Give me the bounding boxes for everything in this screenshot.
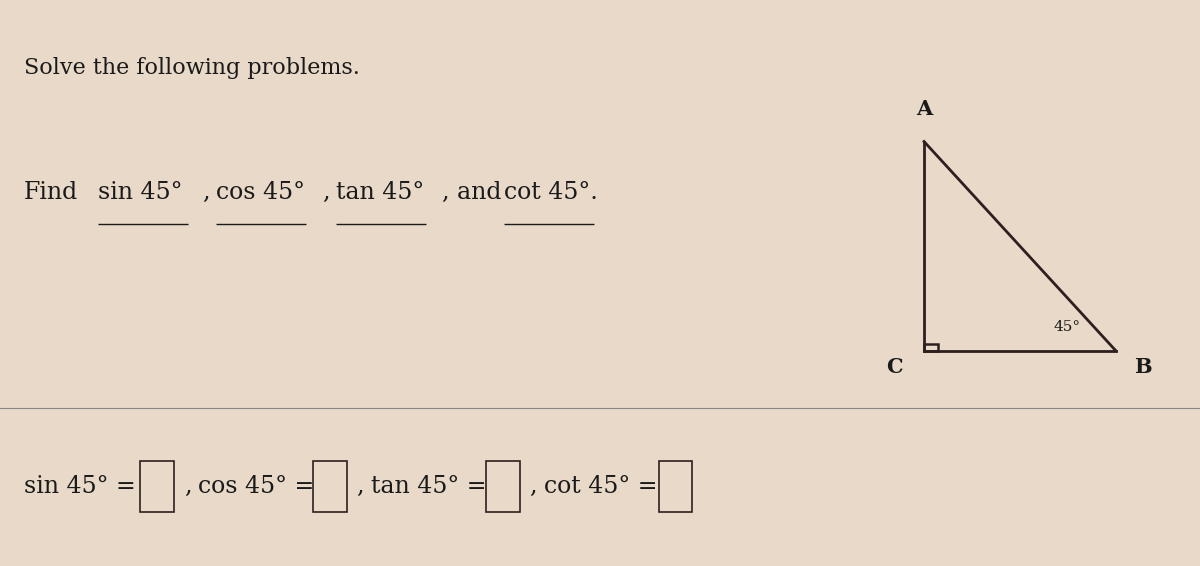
- Text: cot 45° =: cot 45° =: [544, 475, 658, 498]
- Text: tan 45°: tan 45°: [336, 181, 425, 204]
- Text: 45°: 45°: [1054, 320, 1081, 334]
- Text: ,: ,: [529, 475, 536, 498]
- Text: sin 45° =: sin 45° =: [24, 475, 136, 498]
- Text: , and: , and: [442, 181, 502, 204]
- Text: ,: ,: [184, 475, 191, 498]
- Text: cot 45°.: cot 45°.: [504, 181, 598, 204]
- Text: B: B: [1134, 357, 1152, 376]
- Text: ,: ,: [356, 475, 364, 498]
- Text: cos 45° =: cos 45° =: [198, 475, 314, 498]
- Text: Find: Find: [24, 181, 78, 204]
- Text: C: C: [886, 357, 902, 376]
- Text: ,: ,: [202, 181, 209, 204]
- Text: tan 45° =: tan 45° =: [371, 475, 486, 498]
- Text: ,: ,: [322, 181, 329, 204]
- Text: Solve the following problems.: Solve the following problems.: [24, 57, 360, 79]
- Text: A: A: [916, 99, 932, 119]
- Text: sin 45°: sin 45°: [98, 181, 182, 204]
- Text: cos 45°: cos 45°: [216, 181, 305, 204]
